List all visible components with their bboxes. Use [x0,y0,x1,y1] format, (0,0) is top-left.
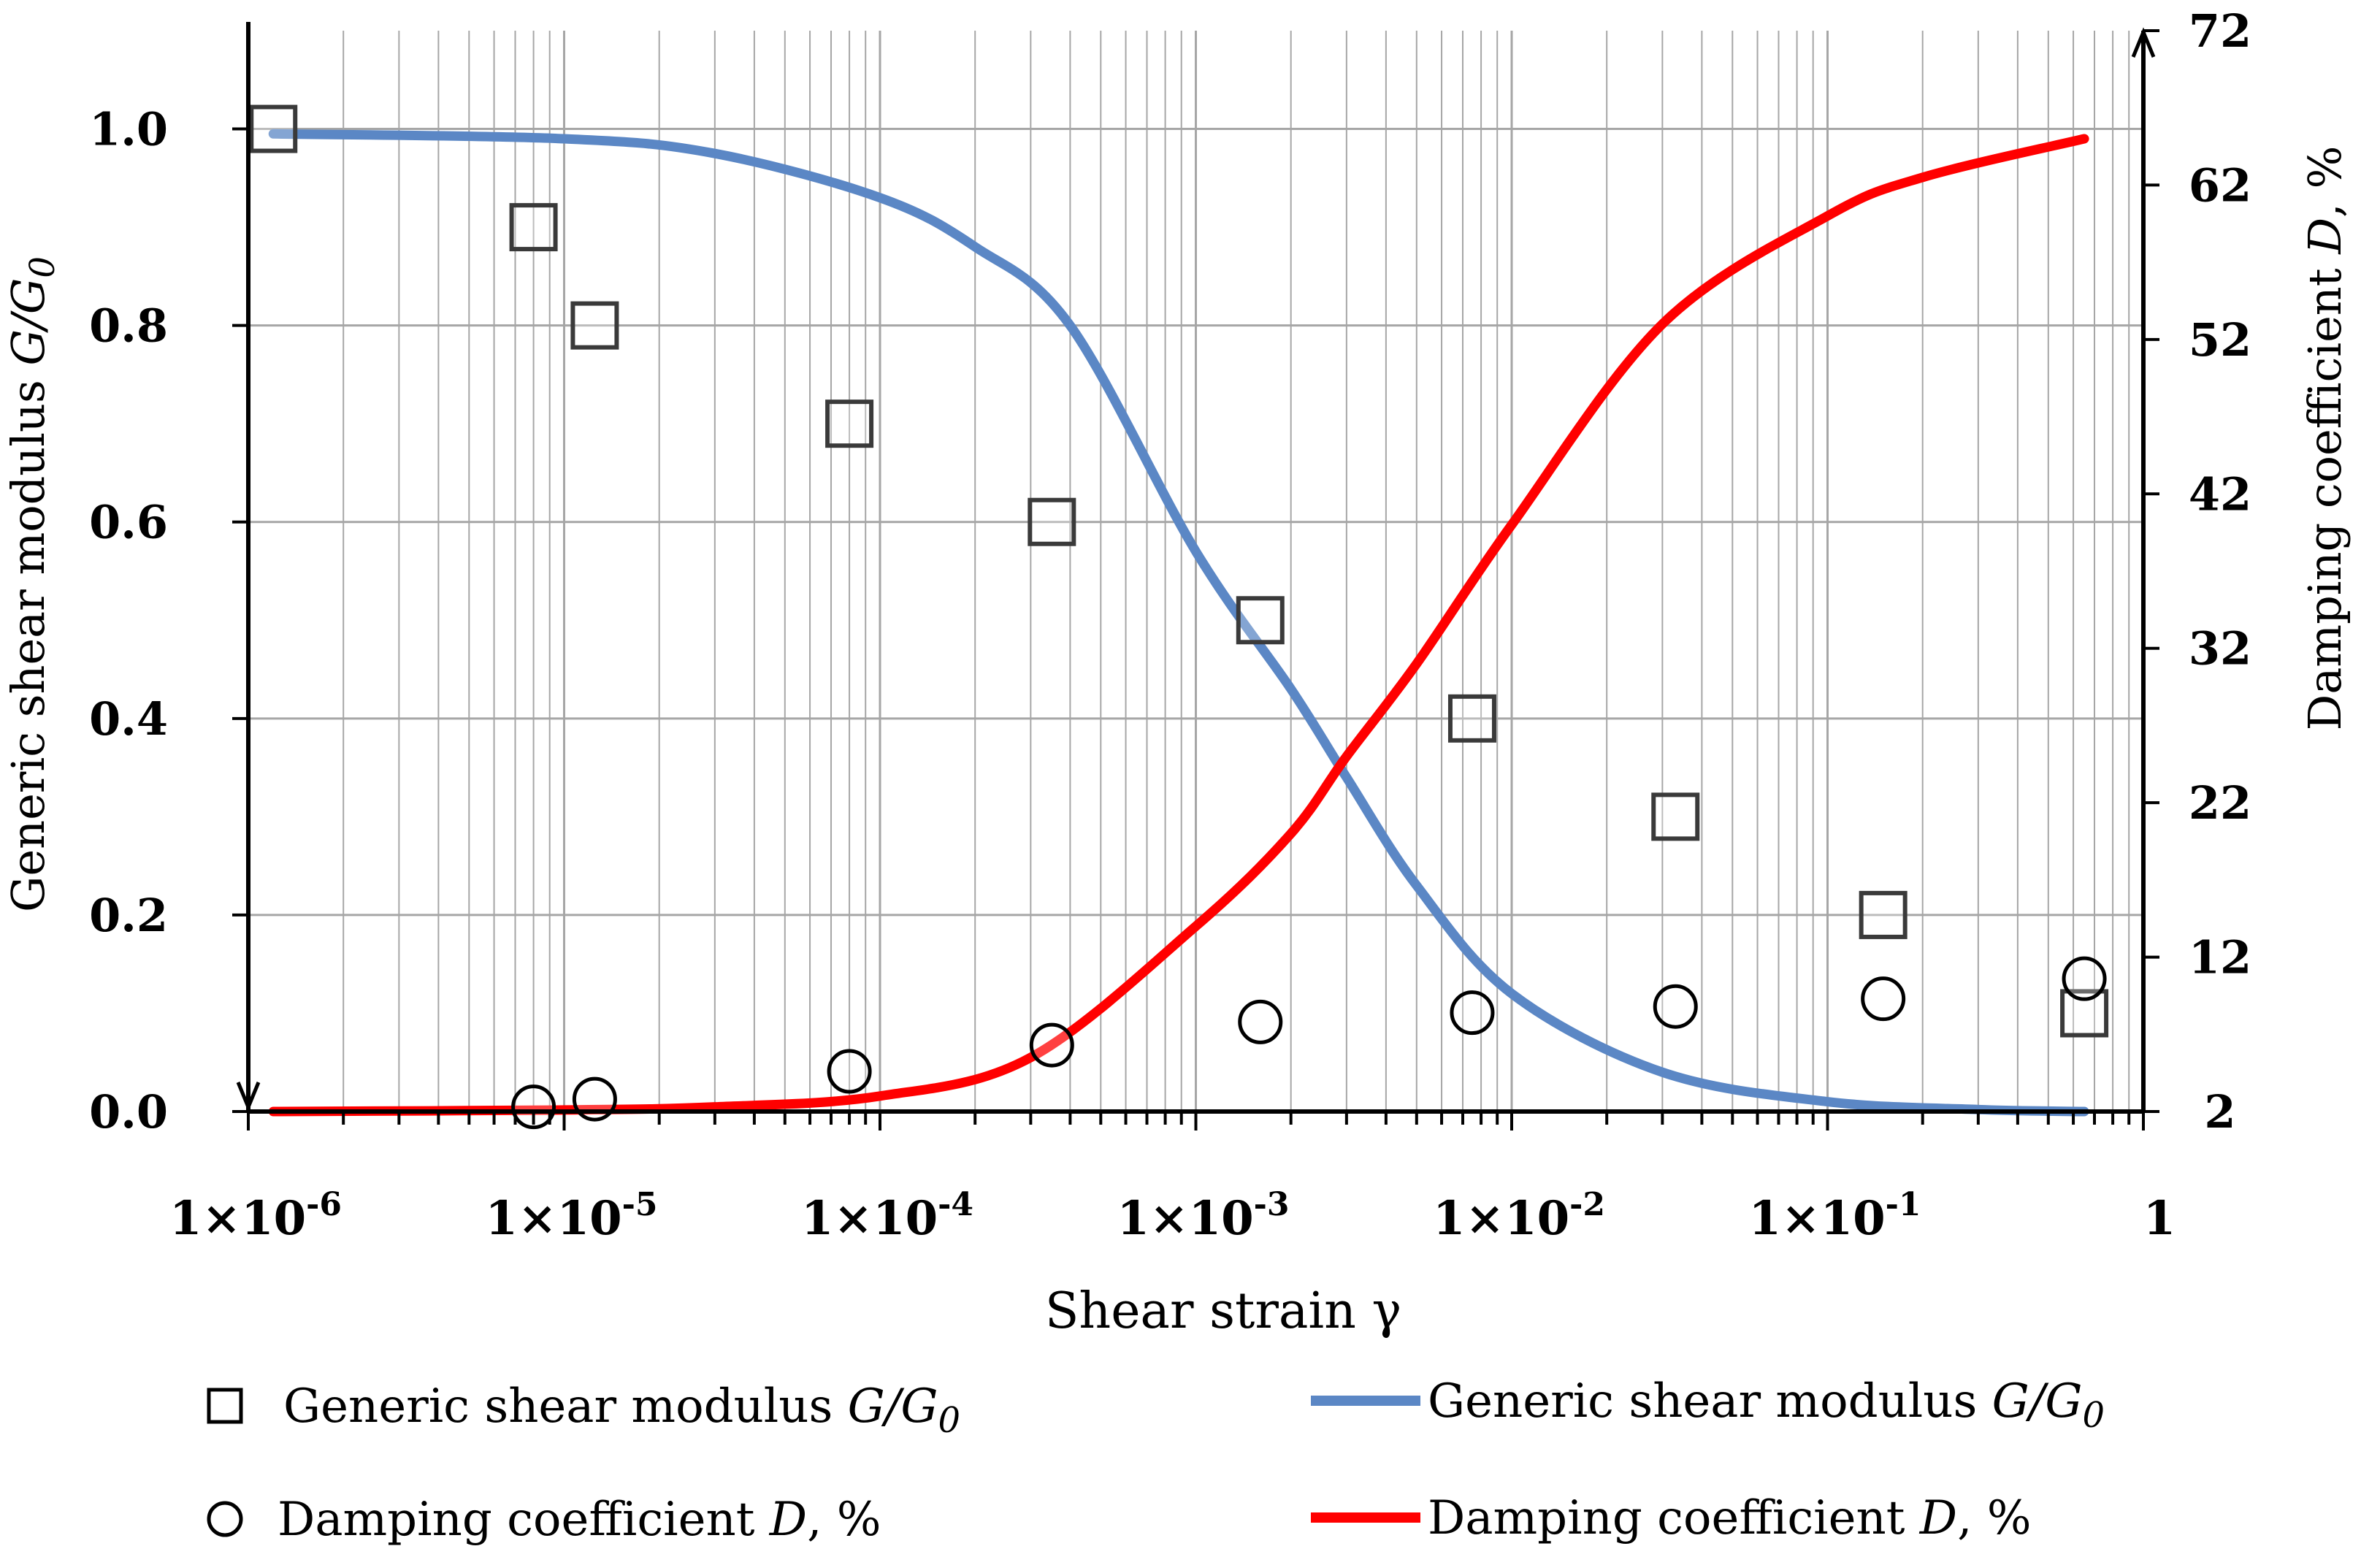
y-left-tick-label: 1.0 [89,103,168,156]
y-right-tick-label: 72 [2189,4,2251,58]
legend-label: Generic shear modulus G/G0 [1428,1374,2105,1436]
damping-circle-point [827,1049,872,1094]
y-axis-left-arrow-icon [236,1082,261,1112]
damping-circle-point [1029,1022,1074,1068]
legend: Generic shear modulus G/G0 Damping coeffi… [207,1374,2105,1547]
shear-modulus-square-point [1651,792,1700,841]
y-axis-left-title: Generic shear modulus G/G0 [1,256,62,912]
damping-circle-point [2062,956,2107,1001]
y-right-tick-label: 22 [2189,776,2251,830]
y-right-tick-label: 52 [2189,313,2251,367]
damping-circle-point [511,1084,556,1130]
shear-modulus-square-point [1236,596,1285,645]
damping-curve-line [268,134,2089,1117]
damping-circle-point [1861,976,1906,1022]
damping-circle-point [1238,999,1283,1044]
shear-modulus-square-point [2060,989,2109,1038]
y-left-tick-label: 0.8 [89,299,168,353]
legend-label: Damping coefficient D, % [1428,1491,2032,1545]
shear-modulus-square-point [1028,497,1076,546]
x-tick-label: 1 [2143,1191,2176,1246]
y-right-tick-label: 32 [2189,622,2251,676]
axes [232,22,2159,1131]
damping-circle-point [1450,990,1495,1036]
y-axis-right-title: Damping coefficient D, % [2298,146,2352,731]
y-right-tick-label: 42 [2189,467,2251,521]
y-right-tick-label: 2 [2204,1085,2235,1139]
series-lines [268,129,2089,1117]
y-left-tick-label: 0.4 [89,692,168,746]
shear-modulus-square-point [249,104,298,153]
y-right-tick-label: 12 [2189,931,2251,984]
x-axis-title: Shear strain γ [1045,1282,1401,1340]
damping-circle-point [1653,984,1698,1029]
legend-label: Generic shear modulus G/G0 [283,1380,960,1441]
y-right-tick-label: 62 [2189,158,2251,212]
shear-modulus-square-point [1859,890,1908,939]
legend-label: Damping coefficient D, % [278,1493,881,1547]
shear-modulus-square-point [825,399,874,448]
shear-modulus-square-point [1447,694,1496,743]
y-left-tick-label: 0.0 [89,1085,168,1139]
shear-modulus-square-point [570,301,619,350]
shear-modulus-curve-line [268,129,2089,1117]
legend-circle-icon [207,1501,243,1537]
legend-square-icon [207,1388,243,1424]
x-tick-label: 1×10-4 [801,1186,973,1246]
shear-modulus-square-point [509,203,558,252]
y-left-tick-label: 0.6 [89,496,168,549]
y-left-tick-label: 0.2 [89,889,168,942]
grid [247,31,2143,1113]
series-markers [249,104,2109,1130]
